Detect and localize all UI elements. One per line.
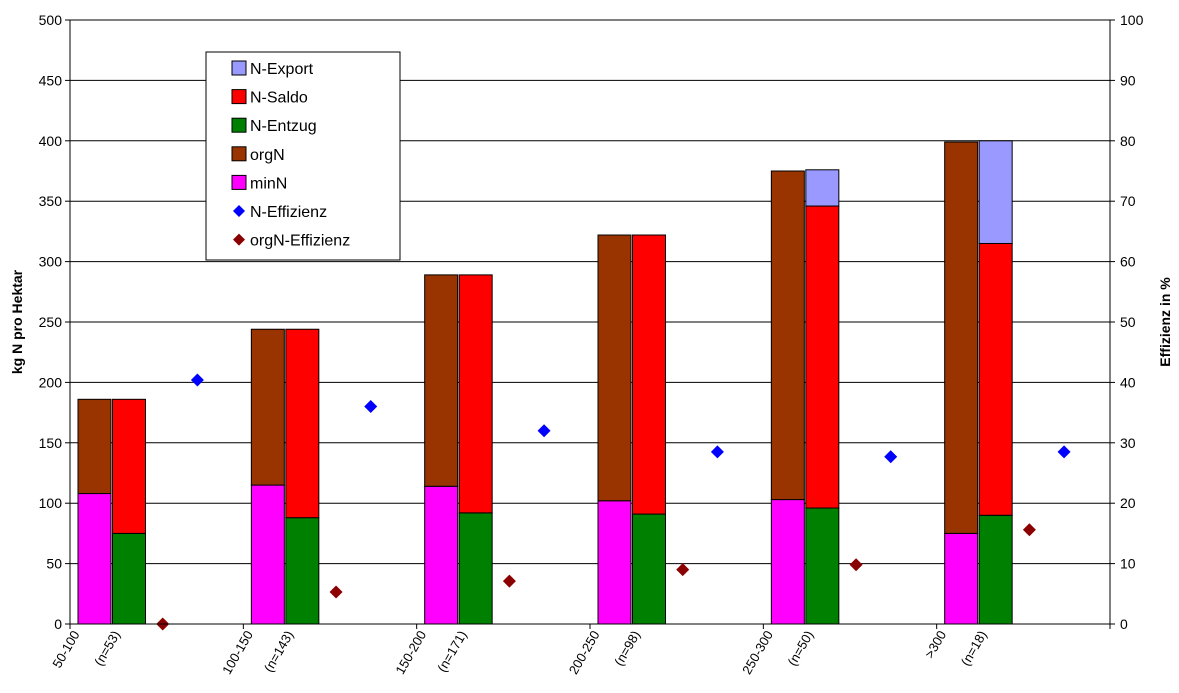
legend-swatch xyxy=(231,117,247,133)
y-left-tick-label: 500 xyxy=(39,12,63,28)
orgn-effizienz-point xyxy=(676,563,690,577)
n-effizienz-point xyxy=(364,400,378,414)
bar-n-saldo xyxy=(285,328,320,519)
bar-minn xyxy=(770,499,805,625)
bar-n-export xyxy=(805,169,840,207)
y-right-tick-label: 60 xyxy=(1120,254,1136,270)
legend-label: orgN-Effizienz xyxy=(250,233,350,250)
bar-n-export xyxy=(978,140,1013,244)
legend-diamond xyxy=(233,205,245,217)
y-right-tick-label: 90 xyxy=(1120,72,1136,88)
legend-swatch xyxy=(231,174,247,190)
bar-minn xyxy=(250,484,285,625)
y-left-tick-label: 50 xyxy=(46,556,62,572)
bar-n-saldo xyxy=(458,274,493,514)
x-category-label: 150-200 xyxy=(392,628,429,677)
y-left-tick-label: 0 xyxy=(54,616,62,632)
y-left-tick-label: 350 xyxy=(39,193,63,209)
bar-minn xyxy=(424,485,459,625)
legend-label: orgN xyxy=(250,147,285,164)
x-count-label: (n=171) xyxy=(434,628,470,675)
bar-n-saldo xyxy=(805,205,840,509)
bar-orgn xyxy=(77,398,112,495)
bar-n-entzug xyxy=(805,507,840,625)
n-effizienz-point xyxy=(710,445,724,459)
legend-label: N-Effizienz xyxy=(250,204,327,221)
x-category-label: 200-250 xyxy=(566,628,603,677)
bar-n-entzug xyxy=(458,512,493,625)
y-left-tick-label: 450 xyxy=(39,72,63,88)
legend-label: N-Export xyxy=(250,61,314,78)
y-axis-left-label: kg N pro Hektar xyxy=(9,269,25,374)
y-axis-right-label: Effizienz in % xyxy=(1157,277,1173,367)
y-right-tick-label: 30 xyxy=(1120,435,1136,451)
bar-orgn xyxy=(770,170,805,501)
y-right-tick-label: 20 xyxy=(1120,495,1136,511)
legend-diamond xyxy=(233,233,245,246)
x-count-label: (n=53) xyxy=(91,628,123,668)
y-right-tick-label: 0 xyxy=(1120,616,1128,632)
x-count-label: (n=98) xyxy=(611,628,643,668)
x-count-label: (n=50) xyxy=(784,628,816,668)
y-left-tick-label: 150 xyxy=(39,435,63,451)
n-effizienz-point xyxy=(1057,445,1071,459)
bar-orgn xyxy=(944,141,979,534)
y-left-tick-label: 300 xyxy=(39,254,63,270)
efficiency-points xyxy=(156,373,1071,631)
y-right-tick-label: 40 xyxy=(1120,374,1136,390)
y-right-tick-label: 50 xyxy=(1120,314,1136,330)
x-count-label: (n=143) xyxy=(261,628,297,675)
y-left-tick-label: 100 xyxy=(39,495,63,511)
n-effizienz-point xyxy=(190,373,204,387)
x-count-label: (n=18) xyxy=(958,628,990,668)
n-effizienz-point xyxy=(537,424,551,438)
x-category-label: 250-300 xyxy=(739,628,776,677)
y-left-tick-label: 200 xyxy=(39,374,63,390)
legend-label: minN xyxy=(250,175,287,192)
legend-label: N-Entzug xyxy=(250,118,317,135)
x-category-label: 100-150 xyxy=(219,628,256,677)
orgn-effizienz-point xyxy=(329,585,343,599)
bar-n-saldo xyxy=(112,398,146,534)
legend-swatch xyxy=(231,146,247,162)
bar-orgn xyxy=(424,274,459,487)
orgn-effizienz-point xyxy=(849,558,863,572)
bar-orgn xyxy=(597,234,632,502)
bar-n-entzug xyxy=(978,514,1013,625)
legend: N-Export N-Saldo N-Entzug orgN minN N-Effizie… xyxy=(205,51,401,261)
y-left-tick-label: 250 xyxy=(39,314,63,330)
n-effizienz-point xyxy=(884,450,898,464)
bar-n-saldo xyxy=(978,242,1013,516)
bar-n-entzug xyxy=(285,517,320,625)
bar-minn xyxy=(77,493,112,625)
legend-swatch xyxy=(231,89,247,105)
y-right-tick-label: 80 xyxy=(1120,133,1136,149)
y-left-tick-label: 400 xyxy=(39,133,63,149)
bar-n-entzug xyxy=(632,513,666,625)
x-category-label: 50-100 xyxy=(49,628,82,671)
bar-minn xyxy=(597,500,632,625)
legend-swatch xyxy=(231,60,247,76)
bar-n-saldo xyxy=(632,234,666,515)
y-right-tick-label: 10 xyxy=(1120,556,1136,572)
legend-label: N-Saldo xyxy=(250,90,308,107)
bar-n-entzug xyxy=(112,532,146,625)
y-right-tick-label: 100 xyxy=(1120,12,1144,28)
orgn-effizienz-point xyxy=(1022,523,1036,537)
x-category-label: >300 xyxy=(922,628,950,661)
bar-minn xyxy=(944,532,979,625)
orgn-effizienz-point xyxy=(502,574,516,588)
bar-orgn xyxy=(250,328,285,486)
bars xyxy=(77,140,1013,625)
y-right-tick-label: 70 xyxy=(1120,193,1136,209)
